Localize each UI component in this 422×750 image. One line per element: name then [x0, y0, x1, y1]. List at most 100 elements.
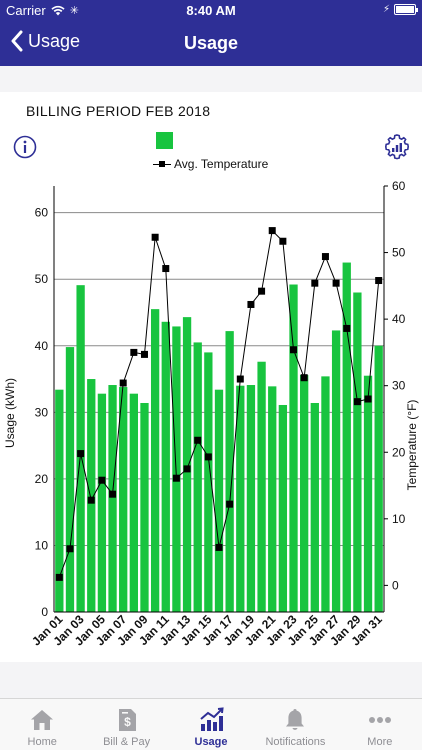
temperature-series [55, 227, 383, 581]
tab-bill-pay[interactable]: $ Bill & Pay [84, 699, 168, 750]
usage-bar [119, 387, 128, 612]
y-left-tick-label: 40 [35, 339, 49, 353]
usage-bar [87, 379, 96, 612]
tab-home-label: Home [27, 736, 57, 748]
usage-bars [55, 262, 383, 612]
back-button-label: Usage [28, 30, 81, 51]
usage-bar [257, 361, 266, 612]
usage-bar [363, 375, 373, 612]
temperature-point [226, 500, 234, 508]
usage-bar [150, 309, 160, 612]
temperature-point [321, 253, 329, 261]
y-left-tick-label: 20 [35, 472, 49, 486]
status-bar: Carrier ✳ 8:40 AM ⚡ [0, 0, 422, 22]
chevron-left-icon [11, 30, 23, 52]
tab-home[interactable]: Home [0, 699, 84, 750]
temperature-point [98, 476, 106, 484]
usage-bar [278, 404, 288, 612]
usage-bar [268, 386, 277, 612]
y-right-tick-label: 0 [392, 578, 399, 592]
temperature-point [311, 279, 319, 287]
svg-text:$: $ [124, 715, 131, 729]
bell-icon [286, 709, 305, 730]
header-gap [0, 66, 422, 92]
loading-spinner-icon: ✳ [69, 5, 79, 17]
tab-notifications[interactable]: Notifications [253, 699, 337, 750]
usage-chart-icon [200, 707, 224, 731]
usage-bar [374, 345, 383, 612]
temperature-point [151, 233, 159, 241]
usage-bar [300, 375, 309, 612]
bill-icon: $ [118, 709, 136, 731]
y-axis-right-label: Temperature (°F) [405, 400, 419, 491]
usage-bar [321, 376, 330, 612]
usage-bar [55, 389, 64, 612]
temperature-point [55, 573, 63, 581]
tab-notifications-label: Notifications [265, 736, 326, 748]
usage-bar [108, 385, 117, 612]
y-left-tick-label: 0 [41, 605, 48, 619]
temperature-point [236, 375, 244, 383]
usage-bar [140, 402, 149, 612]
footer-gap [0, 662, 422, 698]
legend-line-marker-icon [153, 160, 171, 167]
temperature-point [332, 279, 340, 287]
battery-icon [394, 4, 418, 15]
usage-bar [204, 352, 213, 612]
temperature-point [77, 450, 85, 458]
tab-more[interactable]: More [338, 699, 422, 750]
usage-bar [182, 317, 192, 612]
y-left-tick-label: 10 [35, 538, 49, 552]
nav-bar: Usage Usage [0, 22, 422, 66]
temperature-point [172, 474, 180, 482]
usage-bar [236, 385, 245, 612]
temperature-point [364, 395, 372, 403]
more-dots-icon [368, 717, 391, 723]
temperature-point [194, 436, 202, 444]
y-right-tick-label: 10 [392, 512, 406, 526]
temperature-point [279, 237, 287, 245]
tab-more-label: More [367, 736, 393, 748]
wifi-icon [51, 5, 65, 16]
y-right-tick-label: 60 [392, 179, 406, 193]
y-axis-left-label: Usage (kWh) [3, 378, 17, 448]
usage-bar [331, 330, 341, 612]
chart-axes [53, 185, 388, 613]
carrier-label: Carrier [6, 3, 46, 18]
temperature-point [204, 453, 212, 461]
y-right-tick-label: 50 [392, 246, 406, 260]
gear-chart-icon [384, 134, 410, 160]
temperature-point [353, 398, 361, 406]
usage-bar [65, 347, 75, 612]
legend-usage-swatch [156, 132, 173, 149]
usage-bar [161, 321, 170, 612]
temperature-point [290, 346, 298, 354]
usage-bar [342, 262, 351, 612]
usage-bar [129, 393, 138, 612]
home-icon [31, 710, 54, 730]
legend-temperature: Avg. Temperature [153, 157, 268, 171]
temperature-point [109, 490, 117, 498]
y-right-tick-label: 20 [392, 445, 406, 459]
temperature-point [258, 287, 266, 295]
temperature-point [183, 465, 191, 473]
usage-bar [97, 393, 107, 612]
usage-bar [310, 402, 319, 612]
info-icon [13, 135, 37, 159]
temperature-point [268, 227, 276, 235]
info-button[interactable] [13, 135, 37, 159]
usage-bar [214, 389, 224, 612]
temperature-point [247, 300, 255, 308]
temperature-point [300, 374, 308, 382]
usage-bar [353, 292, 362, 612]
temperature-point [119, 379, 127, 387]
back-button[interactable]: Usage [10, 30, 80, 52]
temperature-point [140, 350, 148, 358]
status-right: ⚡ [383, 4, 418, 15]
chart-settings-button[interactable] [383, 133, 411, 161]
temperature-point [87, 496, 95, 504]
tab-usage[interactable]: Usage [169, 699, 253, 750]
usage-bar [225, 331, 234, 612]
y-right-tick-label: 40 [392, 312, 406, 326]
